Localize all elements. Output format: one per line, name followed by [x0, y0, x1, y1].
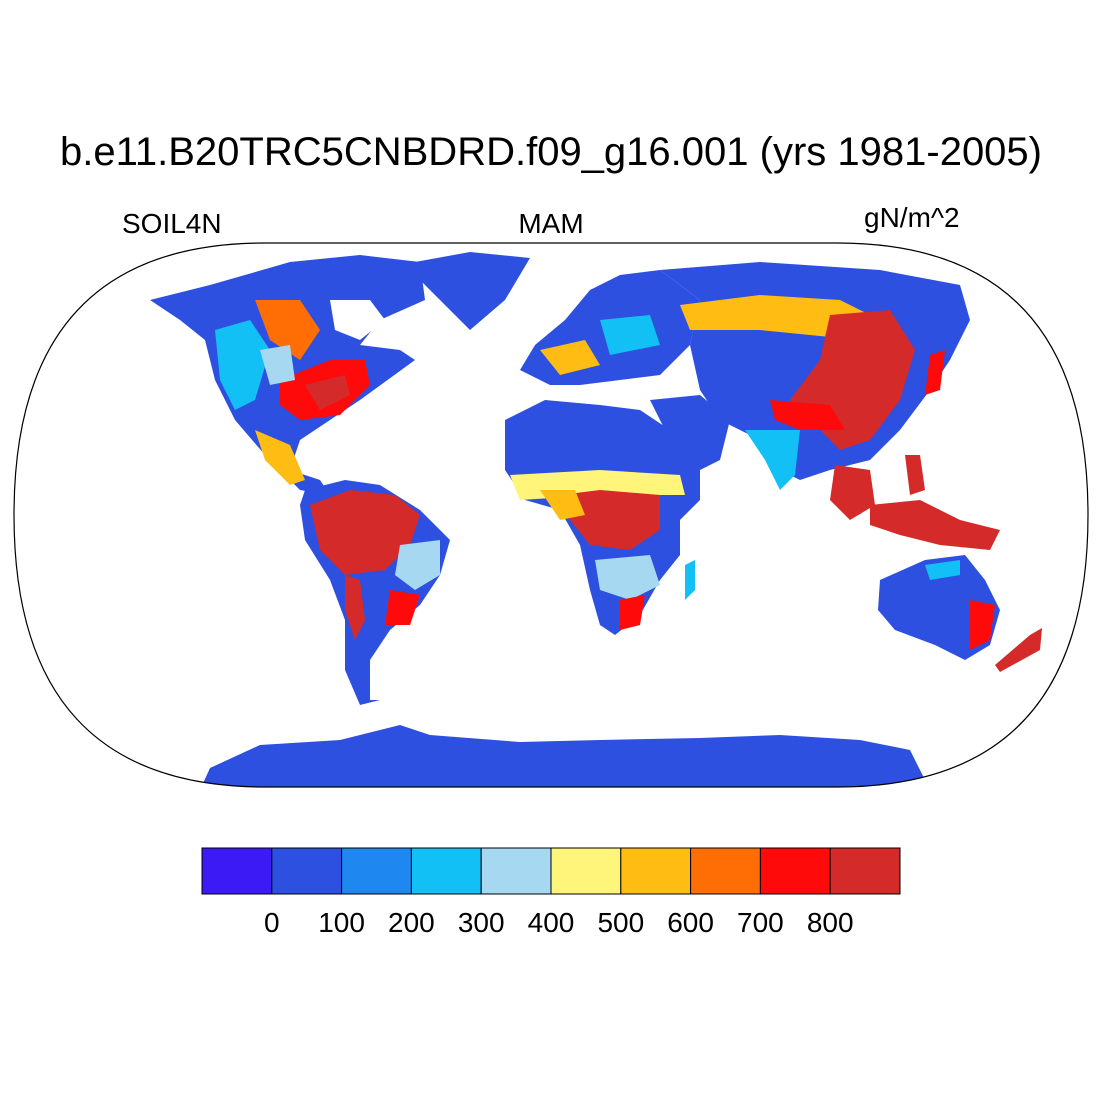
- region-southeast-asia: [830, 465, 875, 520]
- region-southern-africa: [595, 555, 660, 600]
- region-amazon: [310, 490, 420, 575]
- colorbar-box: [759, 847, 831, 895]
- region-east-africa: [540, 490, 585, 520]
- region-greenland: [415, 252, 530, 330]
- colorbar-tick-label: 200: [388, 907, 435, 938]
- region-antarctica: [200, 725, 930, 787]
- region-eastern-us-core: [305, 375, 350, 410]
- region-southeast-brazil: [385, 590, 420, 625]
- region-eastern-europe: [600, 315, 660, 355]
- colorbar-tick-label: 700: [737, 907, 784, 938]
- region-north-australia: [925, 560, 960, 580]
- region-japan: [925, 350, 945, 395]
- colorbar-tick-label: 500: [597, 907, 644, 938]
- colorbar-box: [480, 847, 552, 895]
- colorbar-box: [341, 847, 412, 895]
- plot-title: b.e11.B20TRC5CNBDRD.f09_g16.001 (yrs 198…: [59, 130, 1042, 174]
- variable-label: SOIL4N: [122, 208, 222, 239]
- colorbar-tick-labels: 0 100 200 300 400 500 600 700 800: [264, 907, 854, 938]
- region-arabia: [650, 395, 730, 470]
- colorbar-box: [829, 847, 901, 895]
- region-western-north-america: [215, 320, 270, 410]
- colorbar-box: [550, 847, 622, 895]
- region-himalaya: [770, 400, 845, 430]
- region-philippines: [905, 455, 925, 495]
- colorbar-box: [201, 847, 273, 895]
- colorbar-box: [690, 847, 761, 895]
- colorbar-tick-label: 300: [458, 907, 505, 938]
- colorbar-box: [620, 847, 692, 895]
- colorbar-tick-label: 0: [264, 907, 280, 938]
- region-hudson-bay: [330, 300, 385, 340]
- colorbar-tick-label: 800: [807, 907, 854, 938]
- region-australia: [878, 555, 1000, 660]
- season-label: MAM: [518, 208, 584, 239]
- colorbar-tick-label: 400: [528, 907, 575, 938]
- region-madagascar: [685, 560, 695, 600]
- region-indonesia: [870, 500, 1000, 550]
- region-central-africa: [560, 490, 660, 550]
- region-central-europe: [540, 340, 600, 375]
- region-new-zealand: [995, 628, 1042, 672]
- colorbar-box: [410, 847, 482, 895]
- colorbar-box: [271, 847, 343, 895]
- colorbar-boxes: [201, 847, 901, 895]
- colorbar-tick-label: 100: [318, 907, 365, 938]
- region-canada-rockies: [255, 300, 320, 360]
- colorbar-tick-label: 600: [667, 907, 714, 938]
- region-great-plains: [260, 345, 295, 385]
- region-south-africa-east: [620, 595, 645, 630]
- region-brazil-highlands: [395, 540, 440, 590]
- region-andes: [345, 575, 365, 640]
- region-mexico: [255, 430, 305, 485]
- globe-outline: [13, 242, 1089, 788]
- region-east-australia: [970, 600, 995, 650]
- units-label: gN/m^2: [864, 202, 960, 233]
- region-india: [745, 430, 800, 490]
